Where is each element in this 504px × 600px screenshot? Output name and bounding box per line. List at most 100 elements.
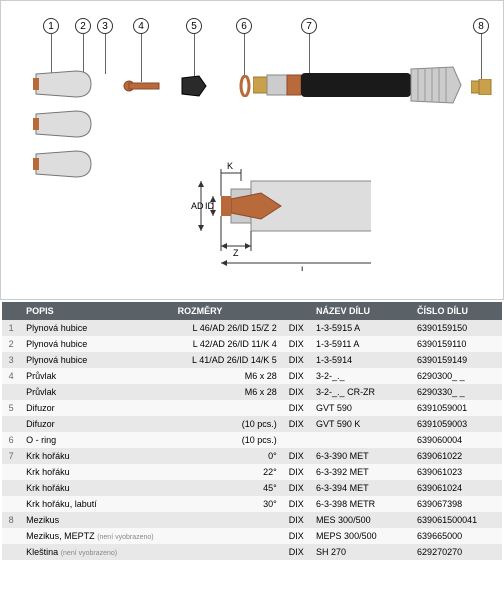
cell-cislo: 6290330_ _ xyxy=(411,384,502,400)
cell-dix xyxy=(283,432,310,448)
cell-cislo: 629270270 xyxy=(411,544,502,560)
cell-num: 5 xyxy=(2,400,20,416)
callout-7: 7 xyxy=(301,18,317,34)
table-row: 7Krk hořáku0°DIX6-3-390 MET639061022 xyxy=(2,448,502,464)
cell-dix: DIX xyxy=(283,320,310,336)
cell-cislo: 639060004 xyxy=(411,432,502,448)
callout-label: 1 xyxy=(48,21,54,32)
cell-nazev: MEPS 300/500 xyxy=(310,528,411,544)
cell-cislo: 6390159149 xyxy=(411,352,502,368)
cell-num: 7 xyxy=(2,448,20,464)
cell-rozmery: M6 x 28 xyxy=(172,384,283,400)
cell-popis: Plynová hubice xyxy=(20,320,172,336)
cell-rozmery: M6 x 28 xyxy=(172,368,283,384)
cell-cislo: 6390159110 xyxy=(411,336,502,352)
callout-1: 1 xyxy=(43,18,59,34)
cell-cislo: 6391059003 xyxy=(411,416,502,432)
cell-rozmery xyxy=(172,544,283,560)
table-row: 6O - ring(10 pcs.)639060004 xyxy=(2,432,502,448)
table-row: 5DifuzorDIXGVT 5906391059001 xyxy=(2,400,502,416)
header-rozmery: ROZMĚRY xyxy=(172,302,283,320)
table-row: 4PrůvlakM6 x 28DIX3-2-_._6290300_ _ xyxy=(2,368,502,384)
dim-ad: AD xyxy=(191,201,204,211)
cell-popis: Kleština (není vyobrazeno) xyxy=(20,544,172,560)
cell-rozmery xyxy=(172,512,283,528)
leader-line xyxy=(51,34,52,74)
table-row: 2Plynová hubiceL 42/AD 26/ID 11/K 4DIX1-… xyxy=(2,336,502,352)
callout-label: 4 xyxy=(138,21,144,32)
cell-dix: DIX xyxy=(283,448,310,464)
callout-label: 3 xyxy=(102,21,108,32)
table-header-row: POPIS ROZMĚRY NÁZEV DÍLU ČÍSLO DÍLU xyxy=(2,302,502,320)
cell-dix: DIX xyxy=(283,416,310,432)
cell-dix: DIX xyxy=(283,496,310,512)
cell-rozmery: 45° xyxy=(172,480,283,496)
cell-popis: Krk hořáku, labutí xyxy=(20,496,172,512)
cell-num: 6 xyxy=(2,432,20,448)
cell-popis: Krk hořáku xyxy=(20,480,172,496)
cell-nazev: GVT 590 K xyxy=(310,416,411,432)
leader-line xyxy=(481,34,482,82)
cell-popis: Krk hořáku xyxy=(20,448,172,464)
dimension-diagram: K AD ID Z L xyxy=(191,151,371,271)
cell-rozmery: 30° xyxy=(172,496,283,512)
leader-line xyxy=(244,34,245,78)
cell-num xyxy=(2,528,20,544)
nozzle-2 xyxy=(31,109,101,139)
cell-popis: Plynová hubice xyxy=(20,352,172,368)
cell-dix: DIX xyxy=(283,464,310,480)
nozzle-1 xyxy=(31,69,101,99)
electrode xyxy=(123,79,163,93)
callout-6: 6 xyxy=(236,18,252,34)
cell-num: 3 xyxy=(2,352,20,368)
table-row: Difuzor(10 pcs.)DIXGVT 590 K6391059003 xyxy=(2,416,502,432)
cell-nazev: 3-2-_._ xyxy=(310,368,411,384)
cell-nazev: 6-3-398 METR xyxy=(310,496,411,512)
cell-cislo: 639061023 xyxy=(411,464,502,480)
cell-cislo: 639061024 xyxy=(411,480,502,496)
cell-nazev: 6-3-390 MET xyxy=(310,448,411,464)
cell-rozmery xyxy=(172,400,283,416)
torch-neck xyxy=(253,65,463,105)
cell-popis: Průvlak xyxy=(20,384,172,400)
table-row: Krk hořáku22°DIX6-3-392 MET639061023 xyxy=(2,464,502,480)
cell-popis: Difuzor xyxy=(20,416,172,432)
dim-id: ID xyxy=(205,201,215,211)
cell-dix: DIX xyxy=(283,480,310,496)
exploded-diagram: 1 2 3 4 5 6 7 8 xyxy=(0,0,504,300)
cell-dix: DIX xyxy=(283,528,310,544)
table-row: Kleština (není vyobrazeno)DIXSH 27062927… xyxy=(2,544,502,560)
header-blank2 xyxy=(283,302,310,320)
cell-rozmery: 22° xyxy=(172,464,283,480)
table-row: Krk hořáku, labutí30°DIX6-3-398 METR6390… xyxy=(2,496,502,512)
o-ring xyxy=(237,75,253,97)
cell-nazev: 1-3-5911 A xyxy=(310,336,411,352)
cell-popis: Mezikus xyxy=(20,512,172,528)
table-row: PrůvlakM6 x 28DIX3-2-_._ CR-ZR6290330_ _ xyxy=(2,384,502,400)
cell-rozmery: 0° xyxy=(172,448,283,464)
table-row: 1Plynová hubiceL 46/AD 26/ID 15/Z 2DIX1-… xyxy=(2,320,502,336)
cell-popis: Difuzor xyxy=(20,400,172,416)
callout-4: 4 xyxy=(133,18,149,34)
cell-num xyxy=(2,480,20,496)
callout-label: 2 xyxy=(80,21,86,32)
table-row: 8Mezikus DIXMES 300/500639061500041 xyxy=(2,512,502,528)
callout-5: 5 xyxy=(186,18,202,34)
cell-dix: DIX xyxy=(283,512,310,528)
callout-label: 5 xyxy=(191,21,197,32)
cell-num: 8 xyxy=(2,512,20,528)
cell-dix: DIX xyxy=(283,368,310,384)
cell-cislo: 639061500041 xyxy=(411,512,502,528)
cell-nazev: MES 300/500 xyxy=(310,512,411,528)
cell-num xyxy=(2,384,20,400)
cell-popis: Průvlak xyxy=(20,368,172,384)
cell-popis: O - ring xyxy=(20,432,172,448)
table-row: Krk hořáku45°DIX6-3-394 MET639061024 xyxy=(2,480,502,496)
leader-line xyxy=(105,34,106,74)
callout-8: 8 xyxy=(473,18,489,34)
cell-dix: DIX xyxy=(283,384,310,400)
cell-cislo: 6390159150 xyxy=(411,320,502,336)
cell-rozmery: L 42/AD 26/ID 11/K 4 xyxy=(172,336,283,352)
nozzle-3 xyxy=(31,149,101,179)
cell-num: 1 xyxy=(2,320,20,336)
